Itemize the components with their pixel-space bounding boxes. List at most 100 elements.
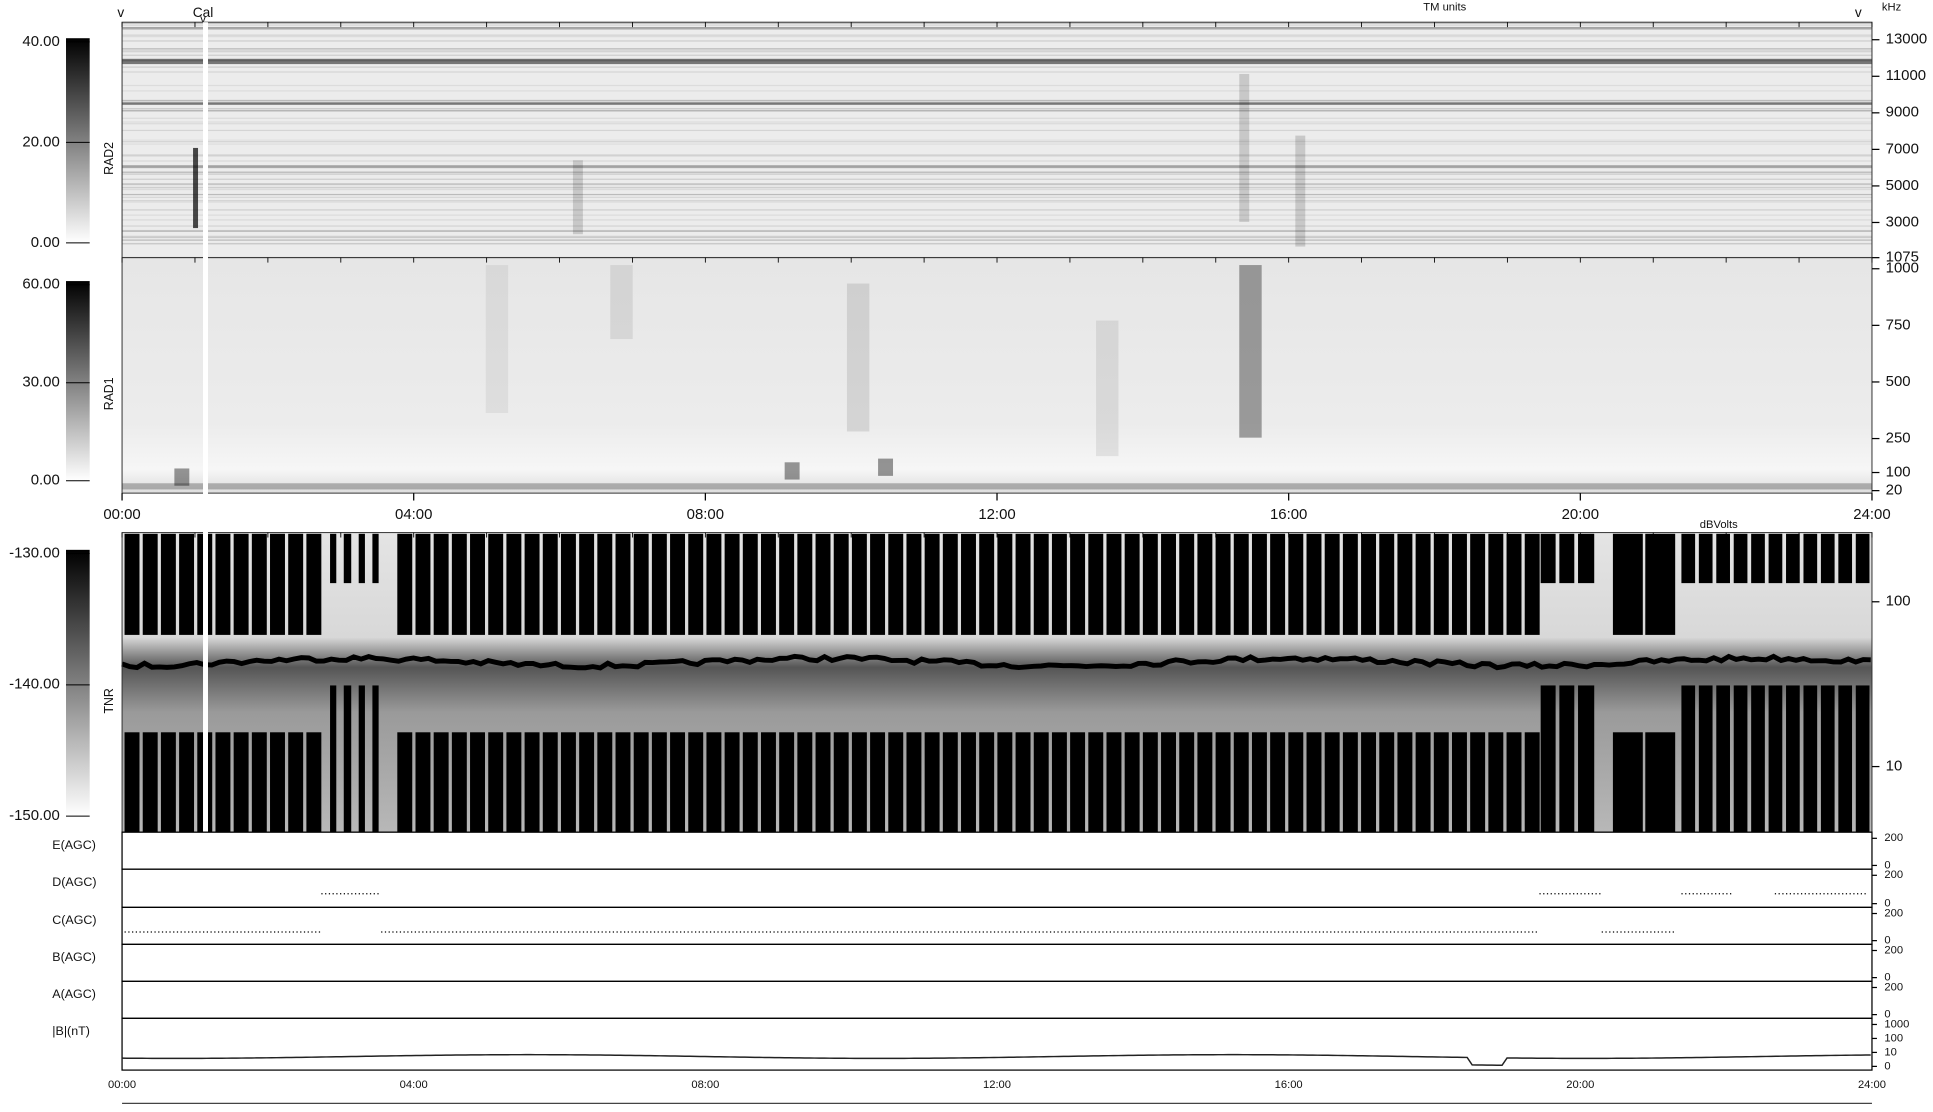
saturation-block [1855, 685, 1870, 833]
saturation-block [358, 533, 365, 584]
x-tick-label: 24:00 [1853, 507, 1890, 523]
spectral-line [122, 61, 1872, 65]
saturation-block [1306, 533, 1322, 635]
y-tick-label: 0 [1884, 1060, 1890, 1072]
saturation-block [1645, 533, 1676, 635]
saturation-block [924, 732, 940, 833]
y-tick-label: 200 [1884, 832, 1903, 844]
spectral-line [122, 48, 1872, 50]
cal-line [203, 22, 208, 833]
saturation-block [1433, 732, 1449, 833]
saturation-block [343, 685, 352, 833]
y-tick-label: 750 [1886, 317, 1911, 333]
y-tick-label: 11000 [1886, 68, 1926, 84]
saturation-block [1751, 685, 1765, 833]
spectral-line [122, 50, 1872, 52]
saturation-block [851, 533, 867, 635]
saturation-block [1433, 533, 1449, 635]
burst [1239, 265, 1262, 438]
spectrogram [122, 22, 1872, 258]
saturation-block [670, 533, 686, 635]
saturation-block [160, 732, 176, 833]
saturation-block [1451, 533, 1467, 635]
spectral-line [122, 243, 1872, 245]
y-tick-label: 100 [1884, 1032, 1903, 1044]
saturation-block [179, 732, 195, 833]
saturation-block [1142, 533, 1158, 635]
spectral-line [122, 66, 1872, 68]
spectral-line [122, 186, 1872, 188]
y-tick-label: 250 [1886, 431, 1911, 447]
saturation-block [833, 533, 849, 635]
saturation-block [1645, 732, 1676, 833]
panel-label: |B|(nT) [52, 1024, 90, 1038]
saturation-block [270, 732, 285, 833]
spectral-line [122, 184, 1872, 186]
saturation-block [1470, 533, 1486, 635]
spectral-line [122, 58, 1872, 60]
saturation-block [470, 533, 485, 635]
saturation-block [688, 732, 704, 833]
line-panel [121, 906, 1873, 945]
saturation-block [724, 732, 740, 833]
saturation-block [706, 732, 722, 833]
saturation-block [1506, 533, 1522, 635]
saturation-block [415, 533, 431, 635]
saturation-block [397, 533, 413, 635]
panel-label: TNR [102, 688, 116, 713]
spectral-line [122, 229, 1872, 232]
saturation-block [415, 732, 431, 833]
saturation-block [1768, 533, 1783, 584]
saturation-block [942, 533, 958, 635]
spectral-line [122, 71, 1872, 73]
saturation-block [560, 533, 576, 635]
saturation-block [1251, 533, 1267, 635]
saturation-block [1820, 533, 1835, 584]
saturation-block [888, 533, 904, 635]
saturation-block [1106, 533, 1122, 635]
saturation-block [1342, 732, 1358, 833]
saturation-block [870, 533, 886, 635]
colorbar [66, 38, 90, 243]
saturation-block [542, 732, 558, 833]
saturation-block [451, 533, 467, 635]
marker: v [200, 14, 206, 26]
saturation-block [1179, 533, 1195, 635]
saturation-block [288, 732, 304, 833]
y-tick-label: 20 [1886, 483, 1903, 499]
y-tick-label: 0 [1884, 1009, 1890, 1021]
saturation-block [1786, 533, 1800, 584]
saturation-block [433, 732, 449, 833]
spectral-line [122, 183, 1872, 185]
saturation-block [215, 533, 231, 635]
spectral-line [122, 236, 1872, 239]
saturation-block [1306, 732, 1322, 833]
burst [572, 160, 583, 235]
spectral-line [122, 154, 1872, 156]
spectral-line [122, 141, 1872, 143]
burst [1239, 73, 1250, 222]
saturation-block [1197, 533, 1213, 635]
saturation-block [1161, 732, 1176, 833]
saturation-block [451, 732, 467, 833]
saturation-block [1124, 732, 1140, 833]
saturation-block [633, 533, 649, 635]
y-tick-label: 0 [1884, 898, 1890, 910]
saturation-block [870, 732, 886, 833]
spectral-line [122, 171, 1872, 173]
saturation-block [1033, 732, 1049, 833]
spectral-line [122, 167, 1872, 169]
saturation-block [1142, 732, 1158, 833]
spectral-line [122, 110, 1872, 112]
saturation-block [330, 533, 337, 584]
spectral-line [122, 54, 1872, 56]
y-tick-label: 200 [1884, 944, 1903, 956]
saturation-block [1233, 533, 1249, 635]
y-tick-label: 5000 [1886, 178, 1919, 194]
x-tick-label: 20:00 [1566, 1079, 1594, 1091]
saturation-block [1612, 533, 1643, 635]
saturation-block [797, 732, 813, 833]
saturation-block [1197, 732, 1213, 833]
colorbar-tick-label: 60.00 [22, 277, 59, 293]
spectral-line [122, 48, 1872, 50]
